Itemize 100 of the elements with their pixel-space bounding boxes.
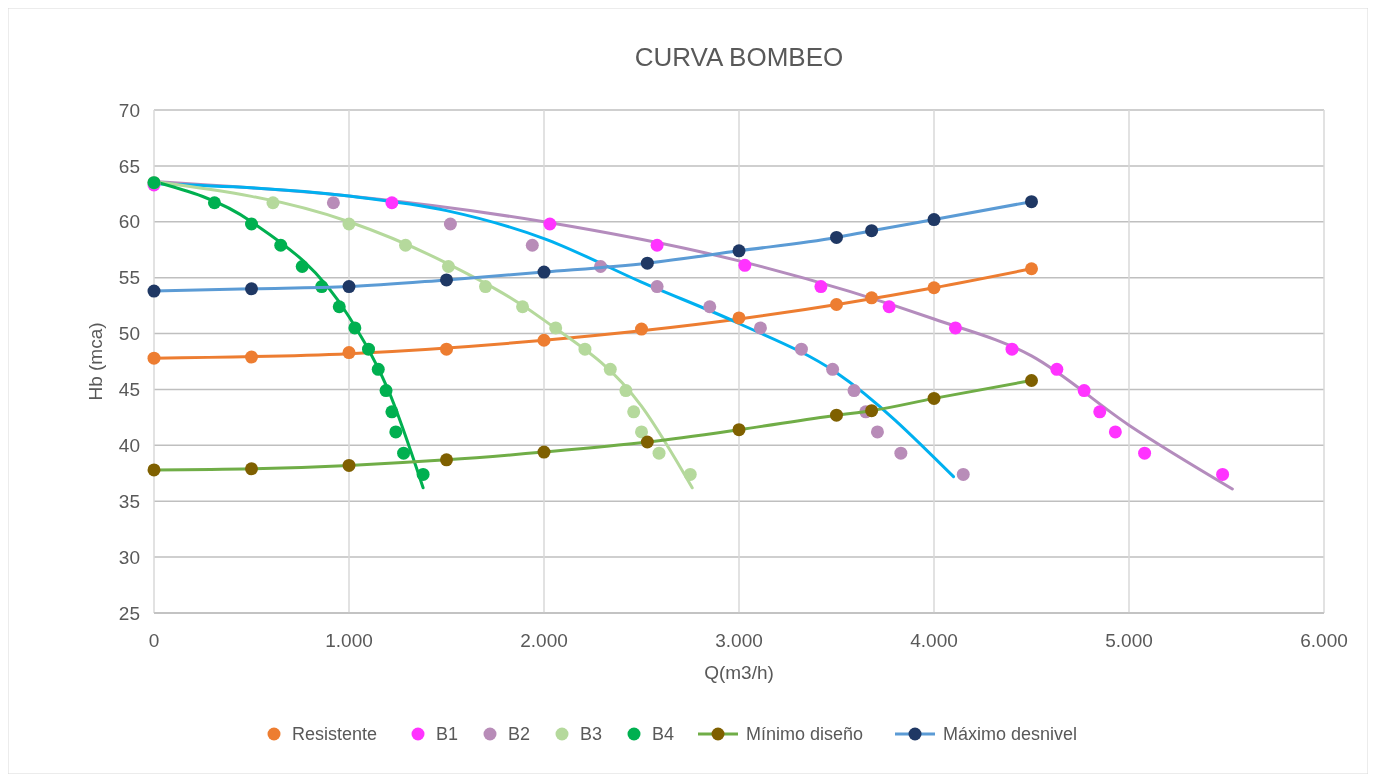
point bbox=[847, 384, 861, 398]
point bbox=[245, 462, 258, 476]
point bbox=[274, 238, 288, 252]
legend-label: B1 bbox=[436, 724, 459, 745]
point bbox=[245, 350, 258, 364]
y-tick-label: 35 bbox=[118, 490, 140, 512]
point bbox=[627, 405, 641, 419]
point bbox=[479, 280, 492, 294]
point bbox=[440, 453, 453, 467]
point bbox=[537, 445, 551, 459]
legend-label: B3 bbox=[580, 724, 603, 745]
x-tick-label: 1.000 bbox=[325, 630, 373, 651]
point bbox=[543, 217, 557, 231]
point bbox=[332, 300, 346, 314]
point bbox=[342, 280, 356, 294]
point bbox=[1050, 362, 1064, 376]
legend-label: Máximo desnivel bbox=[943, 724, 1078, 745]
point bbox=[342, 217, 356, 231]
point bbox=[956, 467, 970, 481]
point bbox=[640, 256, 654, 270]
point bbox=[537, 265, 551, 279]
legend-label: B2 bbox=[508, 724, 531, 745]
point bbox=[342, 458, 356, 472]
point bbox=[266, 196, 280, 210]
point bbox=[870, 425, 884, 439]
point bbox=[440, 342, 453, 356]
point bbox=[295, 259, 309, 273]
point bbox=[549, 321, 563, 335]
point bbox=[650, 238, 664, 252]
point bbox=[441, 259, 455, 273]
y-tick-label: 45 bbox=[118, 379, 140, 401]
point bbox=[389, 425, 403, 439]
y-tick-label: 55 bbox=[118, 267, 140, 289]
point bbox=[443, 217, 457, 231]
y-tick-label: 50 bbox=[118, 323, 140, 345]
point bbox=[342, 346, 356, 360]
point bbox=[1093, 405, 1107, 419]
point bbox=[826, 362, 840, 376]
point bbox=[245, 282, 258, 296]
point bbox=[1025, 374, 1038, 387]
point bbox=[948, 321, 962, 335]
point bbox=[147, 351, 161, 365]
point bbox=[1108, 425, 1122, 439]
point bbox=[1216, 467, 1230, 481]
point bbox=[397, 446, 411, 460]
x-tick-label: 6.000 bbox=[1300, 630, 1348, 651]
point bbox=[1025, 195, 1038, 209]
point bbox=[1077, 384, 1091, 398]
point bbox=[635, 322, 648, 336]
point bbox=[1138, 446, 1152, 460]
point bbox=[927, 391, 941, 405]
point bbox=[927, 213, 941, 227]
point bbox=[619, 384, 633, 398]
y-tick-label: 70 bbox=[118, 99, 140, 121]
legend-label: B4 bbox=[652, 724, 675, 745]
point bbox=[385, 196, 399, 210]
y-axis-title: Hb (mca) bbox=[85, 322, 106, 401]
point bbox=[525, 238, 539, 252]
point bbox=[416, 467, 430, 481]
point bbox=[732, 311, 746, 325]
point bbox=[1025, 262, 1038, 276]
x-tick-label: 5.000 bbox=[1105, 630, 1153, 651]
chart-title: CURVA BOMBEO bbox=[634, 42, 844, 72]
point bbox=[207, 196, 221, 210]
y-tick-label: 25 bbox=[118, 602, 140, 624]
x-axis-title: Q(m3/h) bbox=[704, 662, 774, 683]
point bbox=[640, 435, 654, 449]
point bbox=[732, 244, 746, 258]
point bbox=[652, 446, 666, 460]
x-tick-label: 2.000 bbox=[520, 630, 568, 651]
point bbox=[794, 342, 808, 356]
point bbox=[516, 300, 530, 314]
point bbox=[865, 291, 879, 305]
point bbox=[738, 258, 752, 272]
legend-label: Mínimo diseño bbox=[746, 724, 864, 745]
point bbox=[385, 405, 399, 419]
point bbox=[326, 196, 340, 210]
point bbox=[830, 230, 843, 244]
legend-label: Resistente bbox=[292, 724, 378, 745]
y-tick-label: 65 bbox=[118, 155, 140, 177]
point bbox=[603, 362, 617, 376]
y-tick-label: 60 bbox=[118, 211, 140, 233]
y-tick-label: 30 bbox=[118, 546, 140, 568]
x-tick-label: 0 bbox=[148, 630, 160, 651]
point bbox=[399, 238, 413, 252]
point bbox=[927, 281, 941, 295]
point bbox=[882, 300, 896, 314]
point bbox=[865, 404, 879, 418]
x-tick-label: 4.000 bbox=[910, 630, 958, 651]
point bbox=[362, 342, 375, 356]
point bbox=[537, 333, 551, 347]
point bbox=[683, 467, 697, 481]
point bbox=[830, 408, 843, 422]
point bbox=[371, 362, 385, 376]
point bbox=[865, 224, 879, 238]
point bbox=[245, 217, 258, 231]
x-tick-label: 3.000 bbox=[715, 630, 763, 651]
point bbox=[578, 342, 592, 356]
point bbox=[732, 423, 746, 437]
point bbox=[147, 463, 161, 477]
